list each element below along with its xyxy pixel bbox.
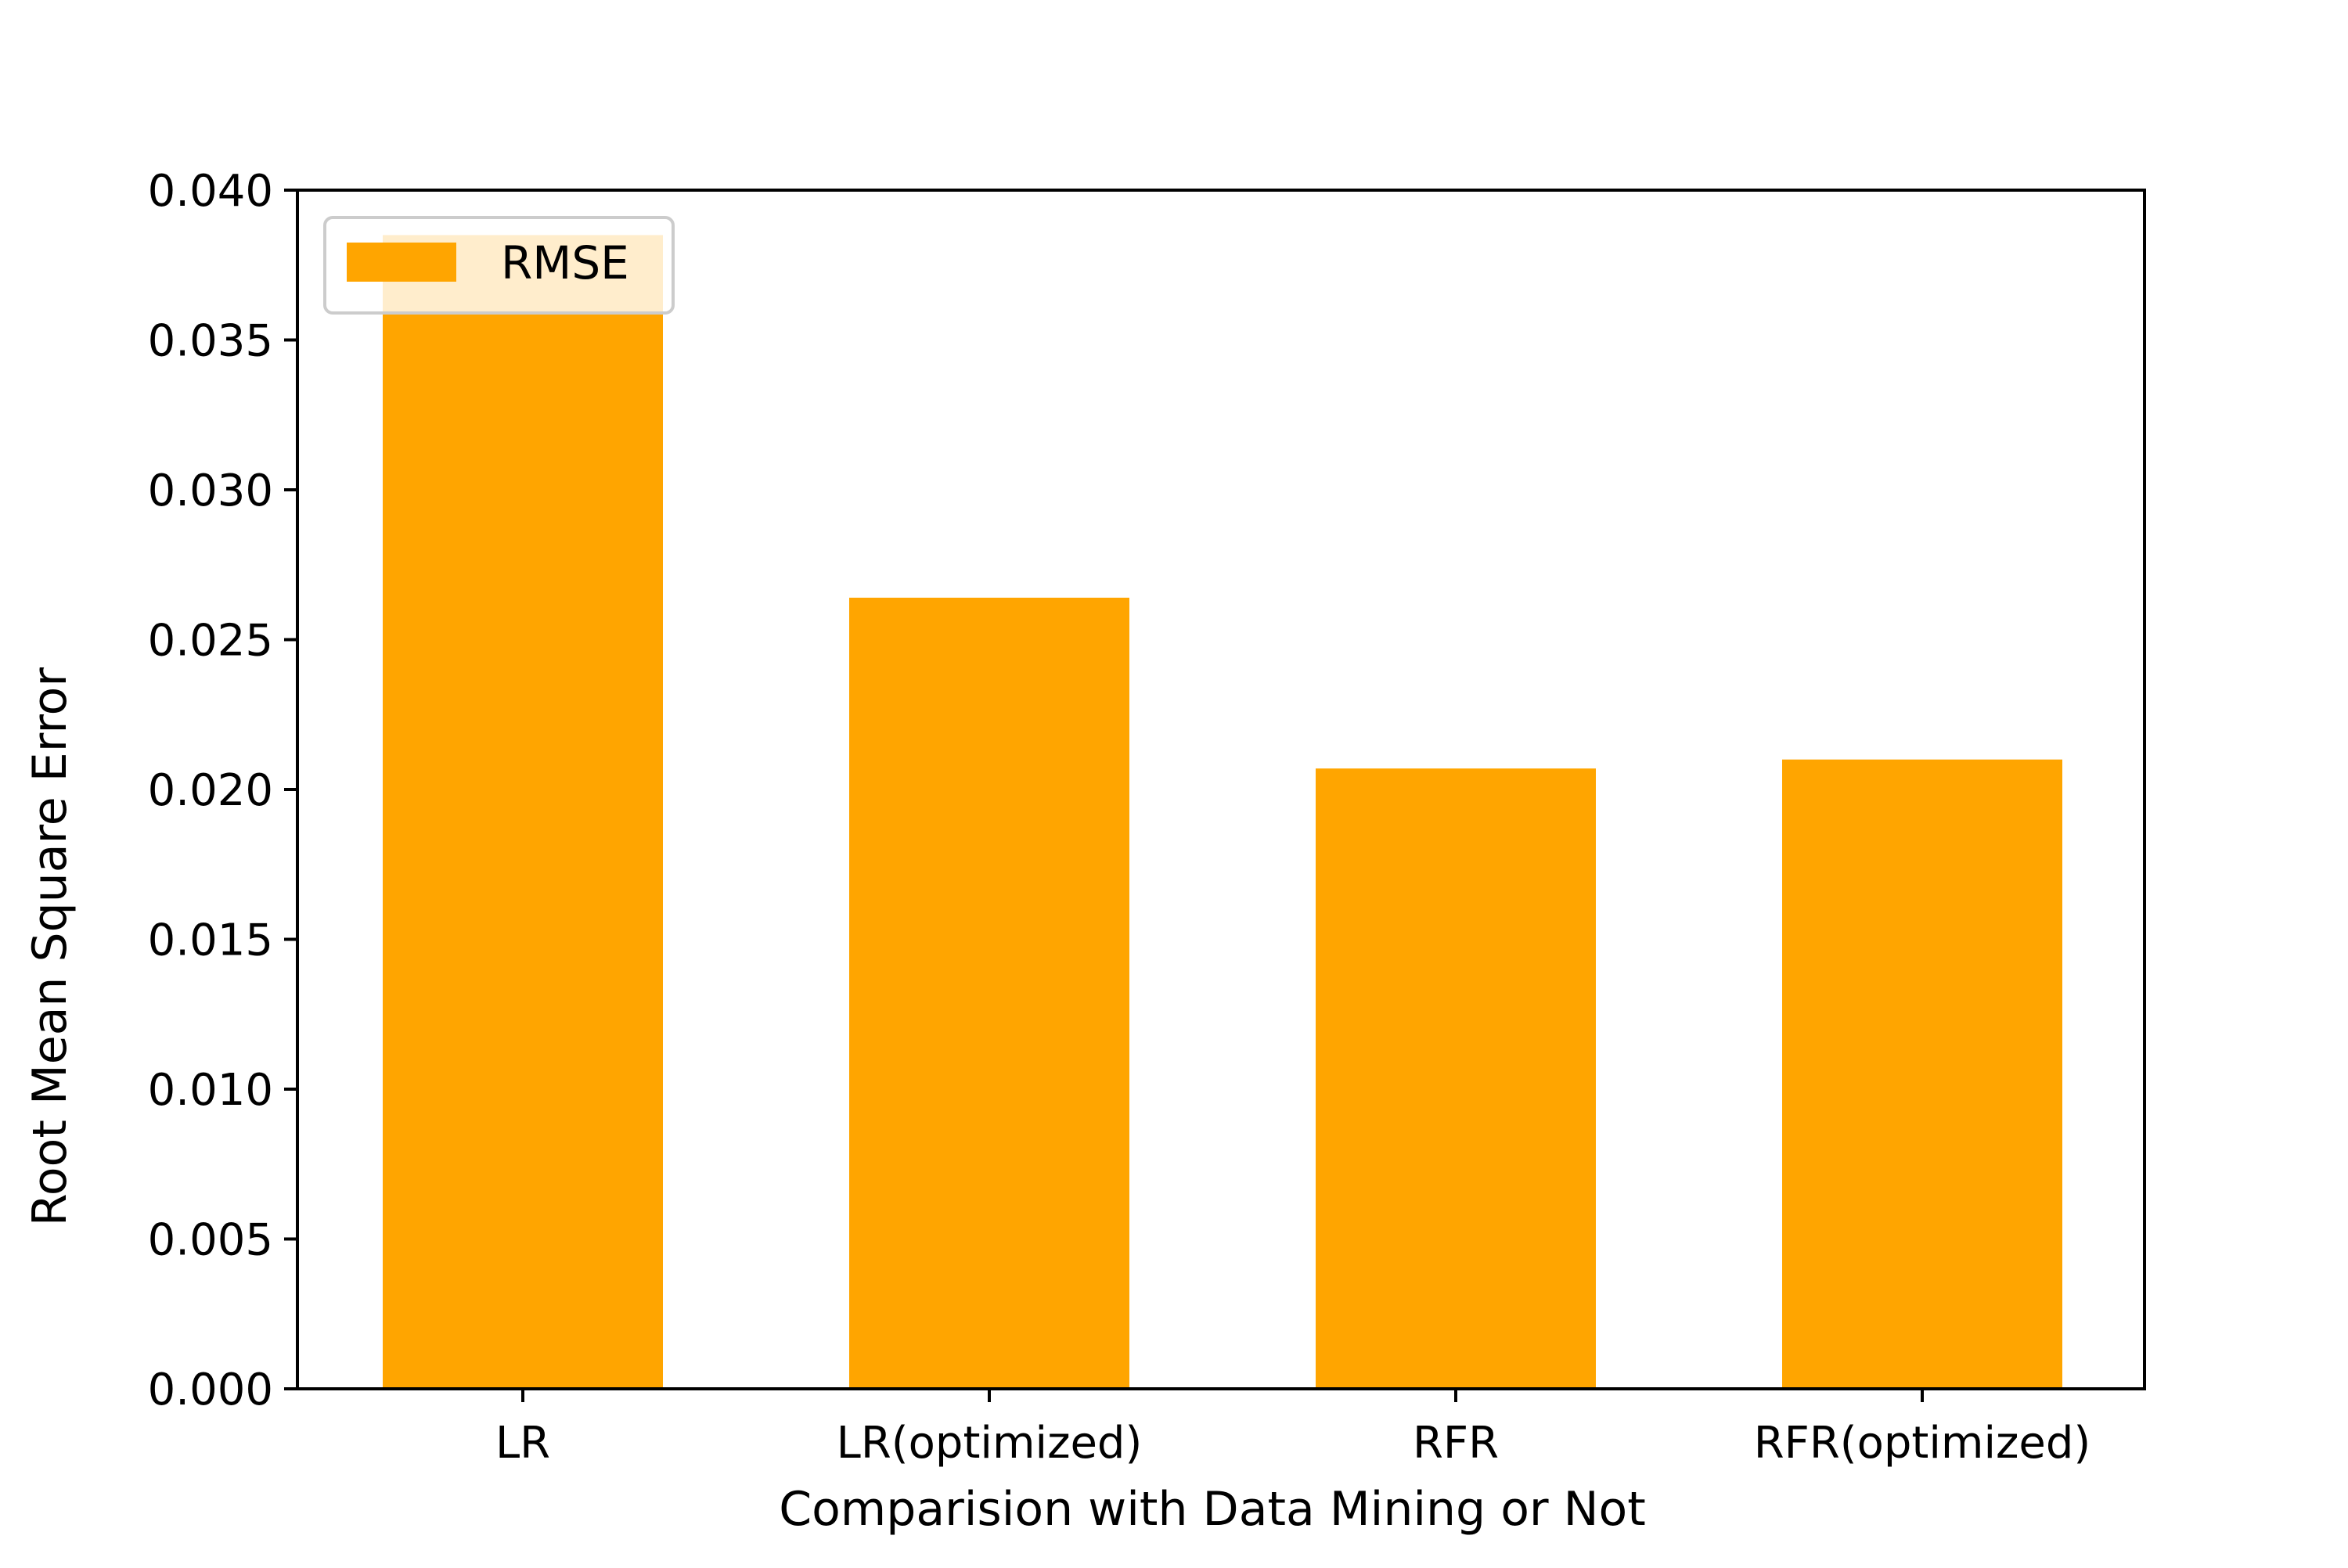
bars-layer	[383, 235, 2062, 1390]
bar-lr	[383, 235, 663, 1390]
y-tick-label: 0.025	[148, 616, 273, 667]
y-tick-label: 0.005	[148, 1215, 273, 1266]
x-tick-label: LR	[495, 1418, 550, 1469]
x-axis-title: Comparision with Data Mining or Not	[779, 1482, 1646, 1537]
bar-rfr	[1316, 768, 1596, 1389]
bar-rfr-optimized	[1782, 759, 2062, 1389]
x-tick-label: RFR(optimized)	[1754, 1418, 2091, 1469]
x-tick-label: RFR	[1413, 1418, 1499, 1469]
legend-label-rmse: RMSE	[501, 236, 629, 290]
legend-frame	[323, 216, 675, 315]
bar-lr-optimized	[849, 597, 1129, 1389]
legend: RMSE	[323, 216, 675, 315]
ticks-layer: 0.000 0.005 0.010 0.015 0.020 0.025 0.030 0.035…	[148, 166, 2091, 1469]
y-tick-label: 0.030	[148, 466, 273, 516]
x-tick-label: LR(optimized)	[837, 1418, 1143, 1469]
y-tick-label: 0.000	[148, 1365, 273, 1415]
y-tick-label: 0.040	[148, 166, 273, 217]
y-tick-label: 0.015	[148, 915, 273, 966]
y-tick-label: 0.020	[148, 765, 273, 816]
legend-swatch-rmse	[347, 243, 456, 282]
y-tick-label: 0.035	[148, 316, 273, 367]
y-axis-title: Root Mean Square Error	[23, 667, 77, 1226]
y-tick-label: 0.010	[148, 1065, 273, 1116]
